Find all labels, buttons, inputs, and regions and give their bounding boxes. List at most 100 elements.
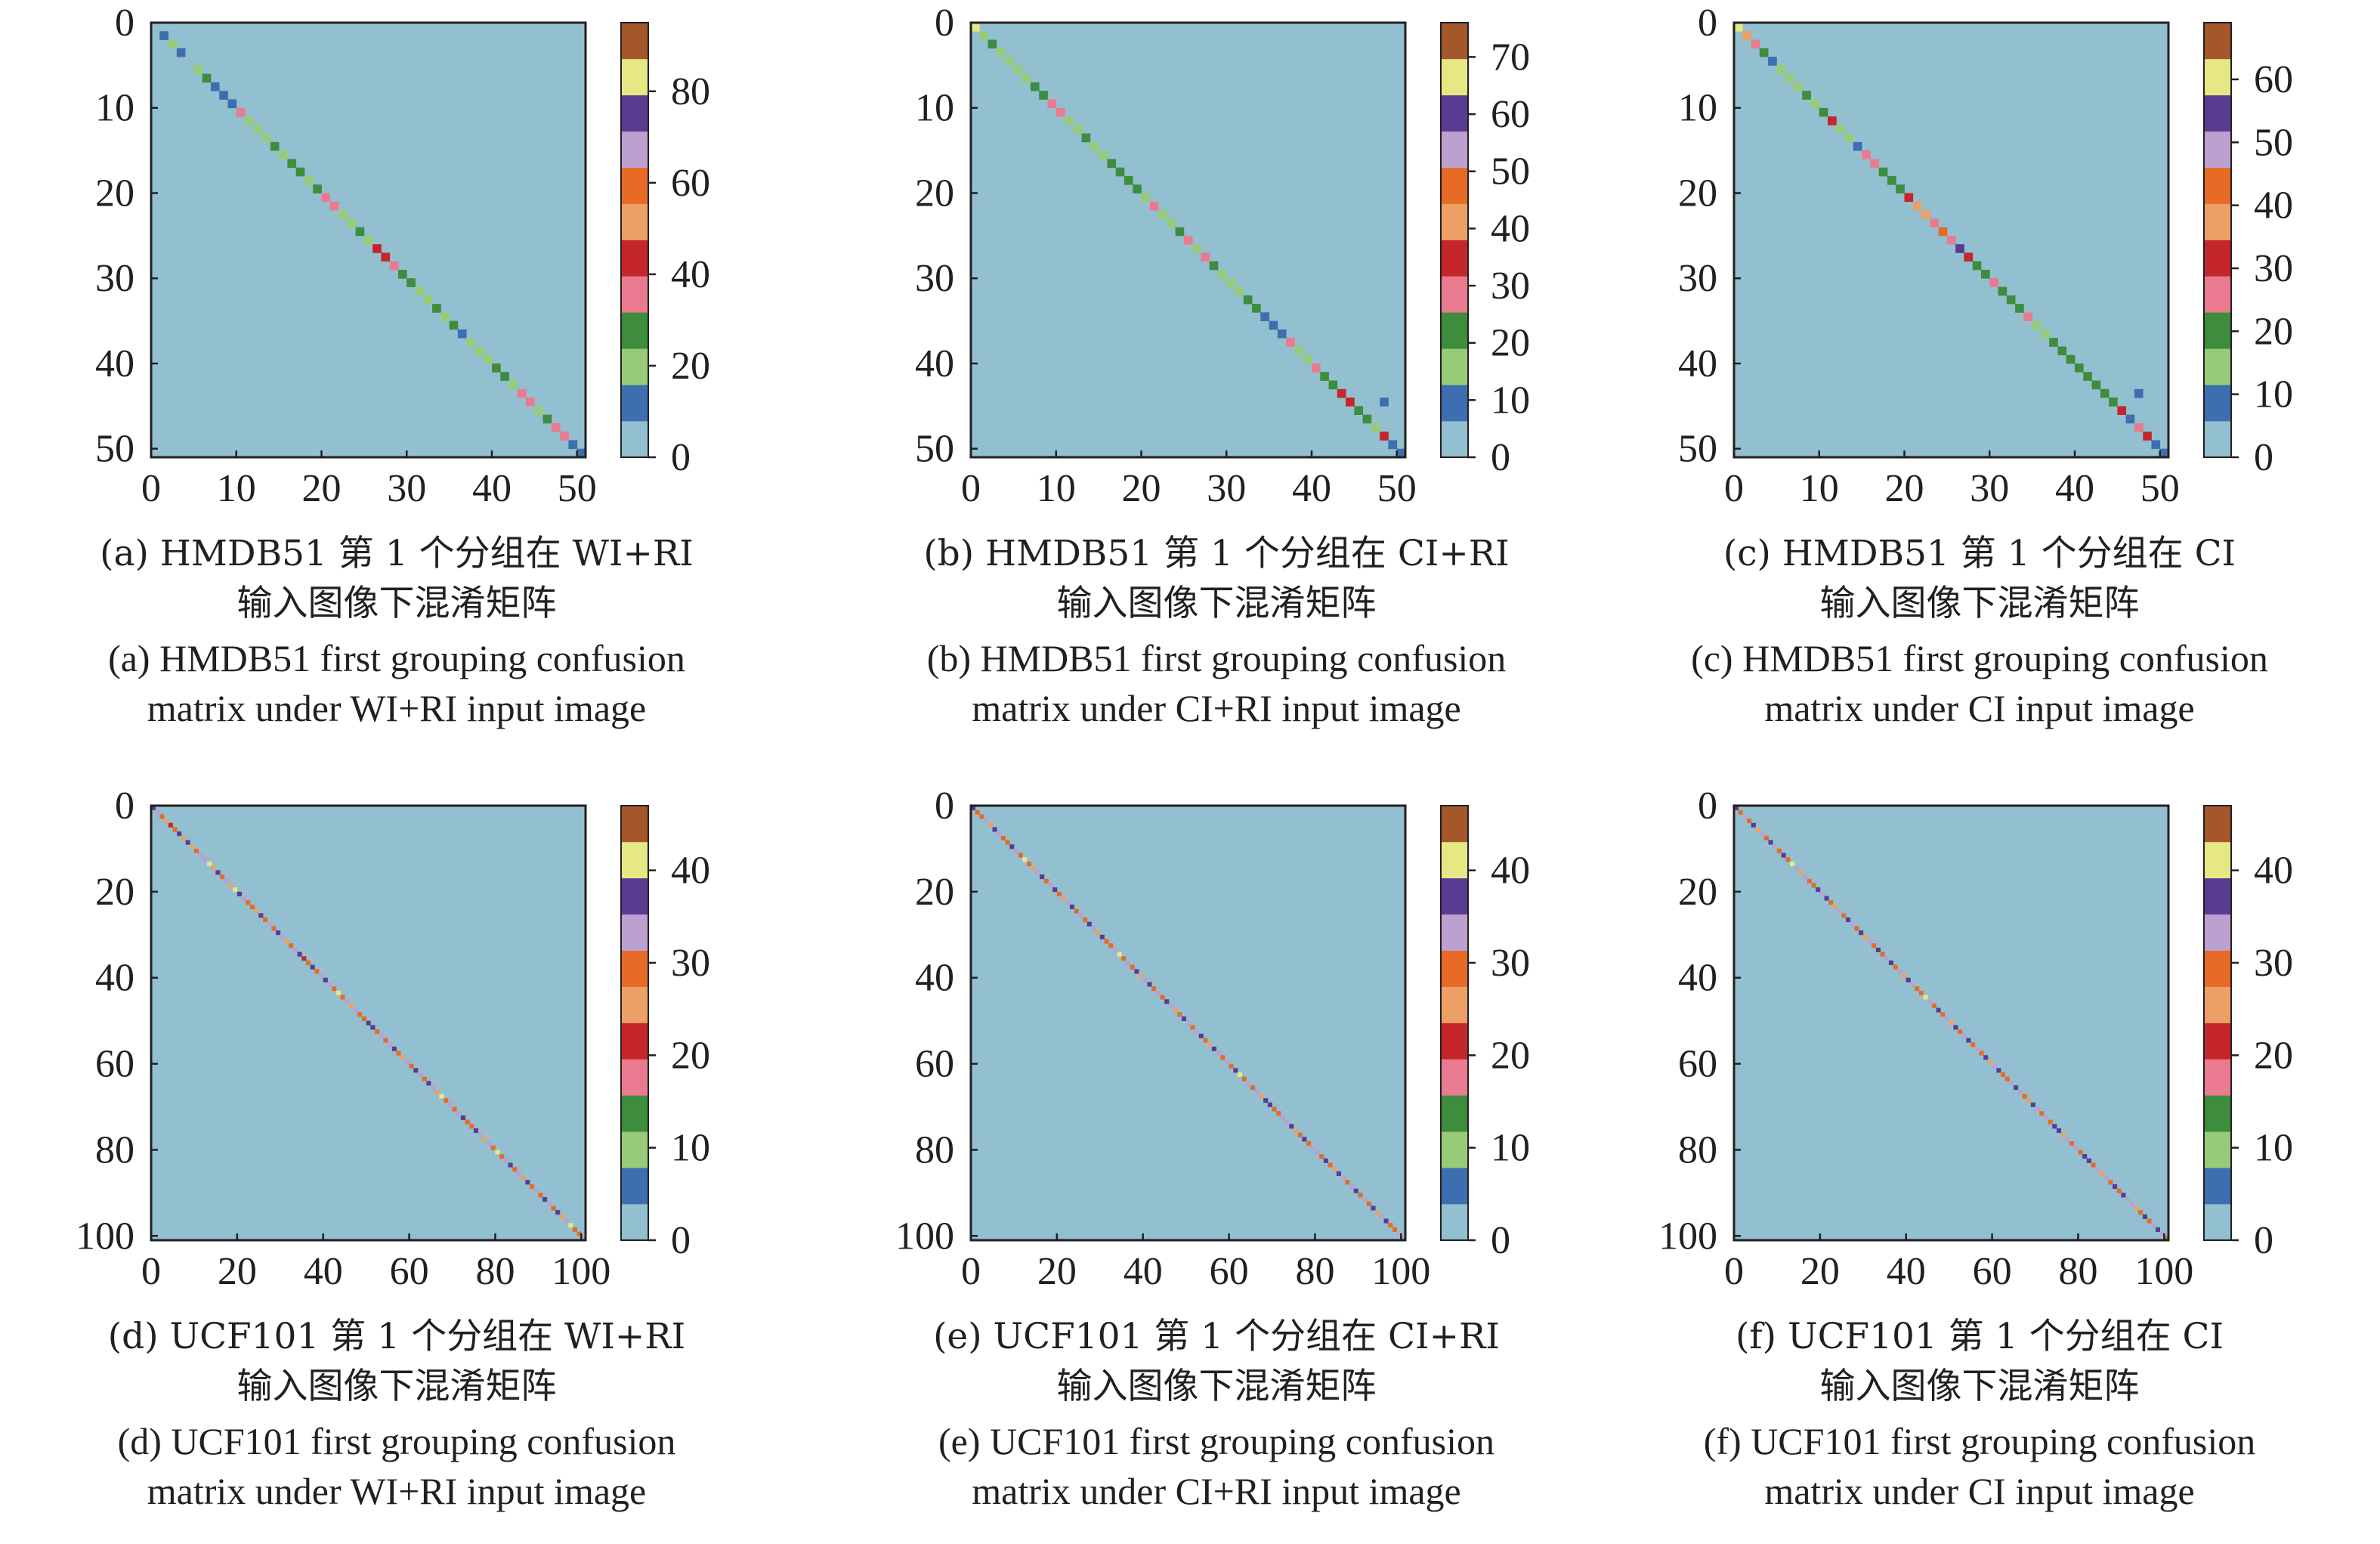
matrix-cell [1974, 1046, 1980, 1051]
matrix-cell [340, 995, 345, 1000]
matrix-cell [423, 295, 433, 305]
matrix-cell [1353, 1188, 1358, 1193]
matrix-cell [415, 286, 425, 296]
matrix-cell [1912, 201, 1922, 211]
y-tick-label: 80 [915, 1128, 954, 1171]
matrix-cell [1354, 406, 1364, 416]
matrix-cell [1964, 252, 1974, 262]
matrix-cell [1887, 175, 1896, 185]
matrix-cell [1836, 125, 1845, 134]
matrix-cell [1930, 218, 1939, 227]
y-tick-label: 10 [1678, 87, 1717, 130]
matrix-cell [1168, 1003, 1173, 1008]
matrix-cell [521, 1175, 526, 1180]
matrix-cell [2100, 388, 2110, 398]
matrix-cell [355, 227, 365, 237]
matrix-cell [1124, 175, 1133, 185]
matrix-cell [1048, 883, 1053, 888]
matrix-cell [979, 31, 988, 40]
matrix-cell [1888, 960, 1894, 966]
matrix-cell [1837, 908, 1842, 914]
caption-en-line-1: (e) UCF101 first grouping confusion [938, 1420, 1495, 1462]
matrix-cell [979, 814, 984, 819]
y-tick-label: 50 [915, 428, 954, 471]
matrix-cell [1802, 91, 1811, 100]
matrix-cell [1190, 1025, 1195, 1030]
matrix-cell [469, 1124, 474, 1129]
matrix-cell [2134, 422, 2144, 432]
matrix-cell [444, 1098, 449, 1103]
matrix-cell [1893, 964, 1898, 970]
matrix-cell [2103, 1175, 2109, 1180]
matrix-cell [202, 73, 212, 83]
caption-cn-line-2: 输入图像下混淆矩阵 [1056, 583, 1377, 624]
matrix-cell [198, 852, 203, 858]
matrix-cell [353, 1007, 358, 1013]
matrix-cell [1346, 398, 1355, 407]
colorbar-segment [621, 312, 648, 349]
matrix-cell [487, 1141, 492, 1146]
matrix-cell [546, 1201, 552, 1206]
matrix-cell [1078, 913, 1083, 918]
matrix-cell [1337, 388, 1346, 398]
matrix-cell [417, 1072, 423, 1078]
matrix-cell [529, 1184, 535, 1190]
matrix-cell [280, 934, 285, 939]
y-tick-label: 60 [915, 1043, 954, 1086]
matrix-cell [185, 840, 190, 845]
matrix-cell [971, 806, 976, 811]
matrix-cell [2108, 1180, 2113, 1185]
matrix-cell [1040, 874, 1045, 880]
matrix-cell [1854, 926, 1859, 931]
matrix-cell [292, 947, 298, 952]
matrix-cell [1207, 1042, 1213, 1047]
colorbar-tick-label: 30 [1491, 265, 1530, 308]
colorbar-segment [621, 1059, 648, 1096]
matrix-cell [482, 1137, 487, 1142]
matrix-cell [2099, 1171, 2104, 1176]
matrix-cell [1867, 939, 1872, 944]
colorbar-tick-label: 40 [1491, 207, 1530, 250]
colorbar-tick-label: 40 [2254, 849, 2293, 893]
matrix-cell [1081, 133, 1091, 143]
matrix-cell [2125, 1197, 2131, 1202]
matrix-cell [2026, 1098, 2032, 1103]
matrix-cell [1031, 865, 1036, 871]
y-tick-label: 40 [1678, 342, 1717, 385]
colorbar-segment [2204, 131, 2231, 168]
matrix-cell [338, 210, 348, 219]
matrix-cell [1173, 1007, 1178, 1013]
matrix-cell [1878, 167, 1888, 177]
y-tick-label: 0 [1698, 2, 1717, 45]
colorbar-segment [621, 806, 648, 843]
x-tick-label: 20 [218, 1250, 257, 1293]
matrix-cell [551, 1205, 556, 1211]
matrix-cell [2112, 1184, 2118, 1190]
matrix-cell [1875, 947, 1881, 952]
matrix-cell [1371, 422, 1380, 432]
matrix-cell [404, 1059, 410, 1064]
matrix-cell [1259, 1094, 1264, 1099]
matrix-cell [177, 831, 182, 837]
y-tick-label: 40 [1678, 957, 1717, 1000]
matrix-cell [1379, 1214, 1384, 1219]
caption-cn-line-1: (a) HMDB51 第 1 个分组在 WI+RI [100, 533, 694, 574]
colorbar-segment [621, 950, 648, 987]
y-tick-label: 20 [915, 172, 954, 215]
matrix-cell [1336, 1171, 1341, 1176]
plot-frame [969, 21, 1407, 459]
colorbar-tick-label: 10 [2254, 1127, 2293, 1170]
matrix-cell [1921, 210, 1930, 219]
matrix-cell [1099, 934, 1105, 939]
matrix-cell [413, 1068, 419, 1073]
y-tick-label: 30 [915, 257, 954, 300]
matrix-cell [1241, 1076, 1247, 1081]
colorbar-segment [1441, 806, 1468, 843]
matrix-cell [1280, 1115, 1285, 1120]
colorbar-tick-label: 20 [2254, 1034, 2293, 1077]
colorbar-segment [621, 58, 648, 96]
colorbar-segment [621, 276, 648, 313]
matrix-cell [211, 865, 216, 871]
matrix-cell [1297, 1132, 1303, 1137]
matrix-cell [996, 48, 1006, 57]
